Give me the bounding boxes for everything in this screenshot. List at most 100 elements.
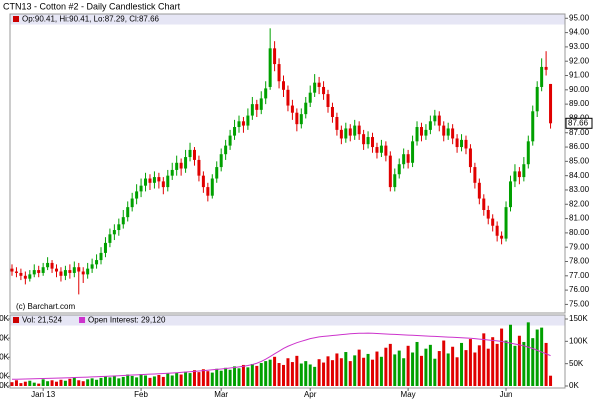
candle-body (23, 275, 27, 279)
volume-bar (14, 380, 18, 386)
volume-bar (362, 357, 366, 386)
volume-bar (152, 376, 156, 386)
candle-body (237, 121, 241, 128)
candle-body (139, 185, 143, 192)
candle-body (402, 154, 406, 165)
volume-bar (130, 375, 134, 386)
volume-bar (357, 349, 361, 386)
volume-bar (139, 374, 143, 386)
volume-bar (117, 378, 121, 386)
candle-body (175, 162, 179, 170)
volume-bar (415, 341, 419, 386)
candle-body (491, 218, 495, 226)
y-tick-label: 93.00 (569, 42, 590, 51)
volume-bar (112, 375, 116, 386)
candle-body (522, 164, 526, 178)
candle-body (477, 182, 481, 199)
x-tick-label: Jan 13 (31, 390, 56, 399)
volume-bar (473, 352, 477, 386)
candle-body (451, 128, 455, 139)
volume-bar (188, 373, 192, 386)
volume-bar (526, 322, 530, 386)
candle-body (375, 147, 379, 153)
candle-body (268, 48, 272, 87)
volume-bar (81, 381, 85, 386)
volume-bar (348, 361, 352, 386)
y-tick-label: 77.00 (569, 271, 590, 280)
candle-body (90, 264, 94, 269)
volume-bar (166, 373, 170, 386)
candle-body (482, 198, 486, 210)
y-tick-label: 86.00 (569, 142, 590, 151)
candle-body (437, 115, 441, 126)
volume-bar (161, 376, 165, 386)
volume-bar (10, 382, 14, 386)
candle-body (215, 167, 219, 179)
volume-bar (549, 375, 553, 386)
candle-body (335, 117, 339, 130)
volume-bar (428, 344, 432, 386)
candle-body (241, 121, 245, 126)
legend-strip (10, 14, 565, 25)
volume-bar (304, 361, 308, 386)
volume-bar (144, 375, 148, 386)
x-tick-label: Apr (304, 390, 317, 399)
candle-body (384, 145, 388, 156)
volume-bar (495, 343, 499, 386)
volume-bar (241, 364, 245, 386)
volume-bar (500, 328, 504, 386)
y2-tick-label: 150K (569, 314, 588, 323)
volume-bar (179, 374, 183, 386)
candle-body (504, 207, 508, 239)
y-tick-label: 80.00 (569, 228, 590, 237)
volume-bar (508, 324, 512, 386)
candle-body (126, 207, 130, 218)
y-tick-label: 95.00 (569, 13, 590, 22)
candle-body (308, 92, 312, 103)
candle-body (330, 106, 334, 118)
candle-body (95, 260, 99, 265)
candle-body (201, 175, 205, 188)
candle-body (112, 230, 116, 235)
volume-bar (95, 379, 99, 386)
volume-bar (103, 376, 107, 386)
volume-bar (68, 378, 72, 386)
volume-bar (517, 335, 521, 386)
volume-bar (28, 380, 32, 386)
legend-strip (10, 315, 565, 326)
volume-bar (55, 381, 59, 386)
candle-body (46, 262, 50, 268)
candle-body (135, 191, 139, 199)
volume-bar (535, 329, 539, 386)
candle-body (526, 141, 530, 165)
volume-bar (206, 371, 210, 386)
volume-bar (513, 345, 517, 386)
volume-bar (290, 362, 294, 386)
candle-body (144, 178, 148, 186)
y-tick-label: 79.00 (569, 242, 590, 251)
volume-bar (273, 356, 277, 386)
legend-swatch (79, 317, 86, 323)
candle-body (446, 128, 450, 136)
candle-body (442, 125, 446, 136)
candle-body (348, 128, 352, 136)
candle-body (63, 270, 67, 276)
candle-body (55, 268, 59, 272)
candle-body (277, 64, 281, 82)
candle-body (72, 267, 76, 273)
y-tick-label: 92.00 (569, 56, 590, 65)
y-tick-label: 78.00 (569, 257, 590, 266)
volume-bar (406, 345, 410, 386)
candle-body (206, 187, 210, 196)
volume-bar (224, 367, 228, 386)
volume-bar (264, 361, 268, 386)
candle-body (362, 134, 366, 145)
candle-body (161, 181, 165, 188)
candle-body (500, 235, 504, 239)
volume-bar (126, 374, 130, 386)
candle-body (197, 159, 201, 176)
volume-bar (433, 358, 437, 386)
candle-body (406, 154, 410, 163)
candle-body (540, 66, 544, 87)
volume-bar (402, 358, 406, 386)
